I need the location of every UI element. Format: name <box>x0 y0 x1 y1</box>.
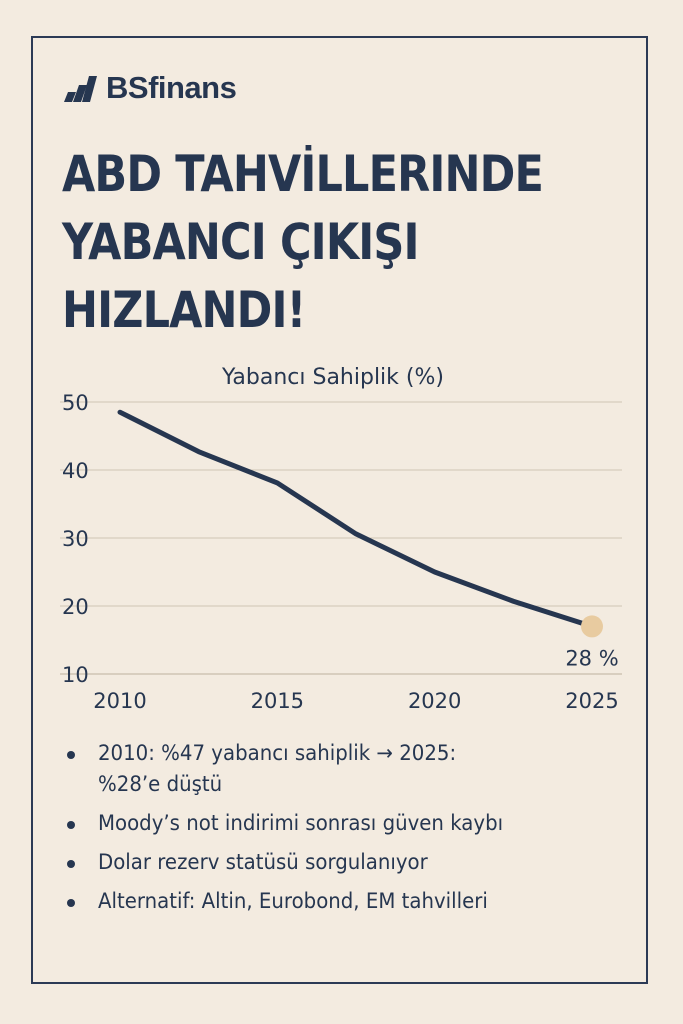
bullet-dot-icon <box>67 821 75 829</box>
headline-line-3: HIZLANDI! <box>62 281 306 339</box>
headline: ABD TAHVİLLERINDE YABANCI ÇIKIŞI HIZLAND… <box>62 140 561 344</box>
x-tick-label: 2015 <box>251 689 304 713</box>
x-tick-label: 2025 <box>565 689 618 713</box>
bullet-dot-icon <box>67 860 75 868</box>
bullet-dot-icon <box>67 751 75 759</box>
bullet-text: 2010: %47 yabancı sahiplik → 2025: <box>98 741 457 765</box>
bullet-text: Moody’s not indirimi sonrası güven kaybı <box>98 811 504 835</box>
end-marker <box>581 615 603 638</box>
headline-line-2: YABANCI ÇIKIŞI <box>62 213 420 271</box>
y-tick-label: 30 <box>62 527 89 551</box>
bullet-text: Alternatif: Altin, Eurobond, EM tahville… <box>98 889 488 913</box>
bullet-item: Moody’s not indirimi sonrası güven kaybı <box>64 808 644 839</box>
poster-frame <box>31 36 648 984</box>
bullet-item: Dolar rezerv statüsü sorgulanıyor <box>64 847 644 878</box>
series-line <box>117 409 595 629</box>
brand: BSfinans <box>62 70 237 106</box>
brand-name: BSfinans <box>106 70 237 105</box>
x-tick-label: 2020 <box>408 689 461 713</box>
end-marker-label: 28 % <box>565 646 618 670</box>
bullet-list: 2010: %47 yabancı sahiplik → 2025: %28’e… <box>64 738 644 925</box>
chart-title: Yabancı Sahiplik (%) <box>221 365 444 390</box>
y-tick-label: 10 <box>62 663 89 687</box>
bullet-item: 2010: %47 yabancı sahiplik → 2025: %28’e… <box>64 738 644 800</box>
y-tick-label: 40 <box>62 459 89 483</box>
y-tick-label: 50 <box>62 391 89 415</box>
bullet-text: Dolar rezerv statüsü sorgulanıyor <box>98 850 428 874</box>
y-tick-label: 20 <box>62 595 89 619</box>
bar-chart-logo-icon <box>64 76 97 102</box>
bullet-dot-icon <box>67 899 75 907</box>
headline-line-1: ABD TAHVİLLERINDE <box>62 145 544 203</box>
bullet-text-continued: %28’e düştü <box>98 772 223 796</box>
x-tick-label: 2010 <box>93 689 146 713</box>
bullet-item: Alternatif: Altin, Eurobond, EM tahville… <box>64 886 644 917</box>
